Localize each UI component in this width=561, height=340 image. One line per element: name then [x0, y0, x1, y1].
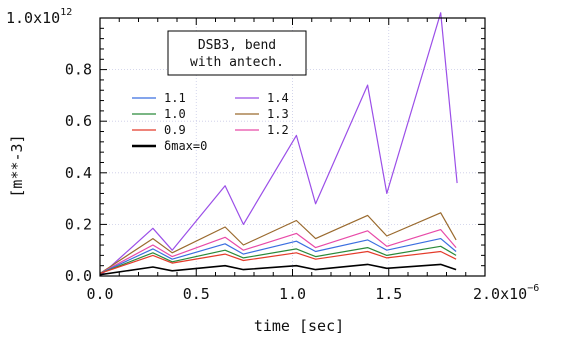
y-tick-label: 0.6: [65, 112, 92, 130]
legend-label: 1.4: [267, 91, 289, 105]
series-line: [99, 238, 457, 274]
x-tick-label: 1.0: [279, 285, 306, 303]
legend-label: 0.9: [164, 123, 186, 137]
tick-marks: [99, 17, 486, 277]
legend-label: 1.2: [267, 123, 289, 137]
y-tick-exponent: 12: [60, 7, 72, 18]
legend-label: δmax=0: [164, 139, 207, 153]
x-axis-title: time [sec]: [254, 317, 344, 335]
annotation-line-2: with antech.: [190, 55, 284, 70]
series-line: [99, 12, 458, 277]
series-line: [99, 263, 457, 276]
annotation-box: DSB3, bend with antech.: [167, 30, 307, 76]
series-line: [99, 212, 457, 274]
x-tick-label: 1.5: [375, 285, 402, 303]
y-tick-label: 0.4: [65, 164, 92, 182]
series-line: [99, 245, 457, 274]
y-tick-label: 0.2: [65, 215, 92, 233]
legend-label: 1.3: [267, 107, 289, 121]
y-tick-label: 0.8: [65, 61, 92, 79]
series-line: [99, 250, 457, 274]
x-tick-label: 0.0: [86, 285, 113, 303]
series-lines: [99, 12, 458, 277]
x-tick-label: 2.0x10−6: [473, 283, 539, 303]
x-tick-label: 0.5: [183, 285, 210, 303]
legend-label: 1.1: [164, 91, 186, 105]
y-axis-title: [m**-3]: [8, 134, 26, 197]
legend-label: 1.0: [164, 107, 186, 121]
tick-labels: 0.0 0.5 1.0 1.5 2.0x10−6 0.0 0.2 0.4 0.6 0.8 1.0x1…: [6, 7, 539, 303]
legend: 1.1 1.0 0.9 δmax=0 1.4 1.3 1.2: [132, 91, 289, 153]
series-line: [99, 229, 457, 274]
y-tick-label: 0.0: [65, 267, 92, 285]
y-tick-label: 1.0x1012: [6, 7, 72, 27]
x-tick-exponent: −6: [527, 283, 539, 294]
annotation-line-1: DSB3, bend: [198, 38, 276, 53]
